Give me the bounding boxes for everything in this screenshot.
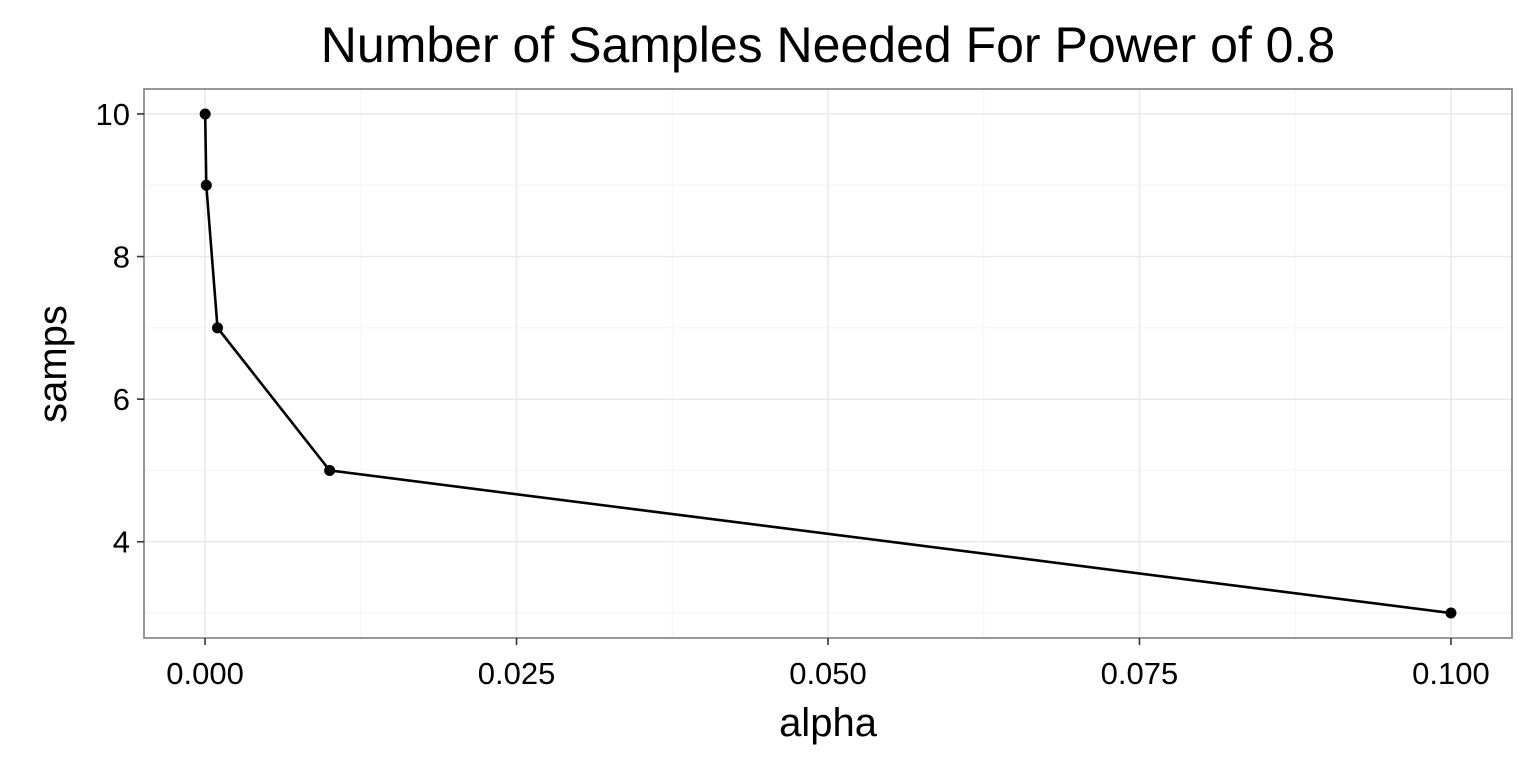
tick-labels: 0.000 0.025 0.050 0.075 0.100 4 6 8 10	[96, 97, 1490, 691]
x-axis-title: alpha	[779, 701, 878, 745]
data-point	[200, 179, 212, 191]
x-tick-label: 0.025	[478, 656, 556, 691]
x-tick-label: 0.100	[1412, 656, 1490, 691]
axis-ticks	[137, 113, 1452, 645]
x-tick-label: 0.000	[166, 656, 244, 691]
series	[199, 108, 1457, 619]
data-point	[324, 464, 336, 476]
y-tick-label: 6	[113, 382, 130, 417]
data-point	[212, 322, 224, 334]
y-axis-title: samps	[31, 305, 75, 423]
y-tick-label: 8	[113, 240, 130, 275]
y-tick-label: 10	[96, 97, 130, 132]
x-tick-label: 0.050	[789, 656, 867, 691]
grid	[144, 89, 1512, 638]
data-point	[1445, 607, 1457, 619]
chart-title: Number of Samples Needed For Power of 0.…	[321, 17, 1335, 73]
x-tick-label: 0.075	[1101, 656, 1179, 691]
data-point	[199, 108, 211, 120]
y-tick-label: 4	[113, 525, 130, 560]
